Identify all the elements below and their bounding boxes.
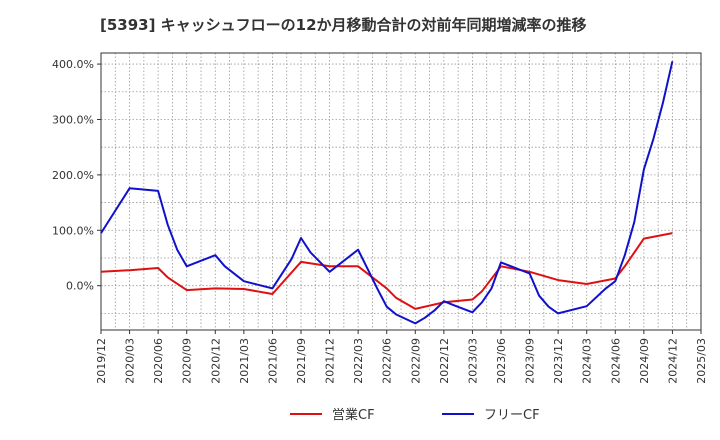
x-tick-label: 2024/06 (609, 338, 622, 384)
x-tick-label: 2020/03 (124, 338, 137, 384)
x-tick-label: 2024/12 (666, 338, 679, 384)
grid (101, 53, 701, 330)
x-tick-label: 2021/12 (324, 338, 337, 384)
y-tick-label: 0.0% (66, 280, 94, 293)
x-tick-label: 2022/06 (381, 338, 394, 384)
x-tick-label: 2023/09 (524, 338, 537, 384)
x-tick-label: 2024/09 (638, 338, 651, 384)
x-tick-label: 2023/06 (495, 338, 508, 384)
y-tick-label: 400.0% (52, 58, 94, 71)
free-cf-line (100, 61, 674, 325)
x-tick-label: 2022/09 (409, 338, 422, 384)
legend: 営業CF フリーCF (290, 407, 540, 423)
series-layer (100, 61, 674, 325)
x-tick-label: 2021/03 (238, 338, 251, 384)
legend-label: フリーCF (484, 408, 540, 423)
chart-title: [5393] キャッシュフローの12か月移動合計の対前年同期増減率の推移 (100, 16, 587, 34)
x-tick-label: 2023/12 (552, 338, 565, 384)
x-tick-label: 2020/12 (209, 338, 222, 384)
plot-frame (100, 52, 702, 331)
x-tick-label: 2019/12 (95, 338, 108, 384)
legend-label: 営業CF (332, 407, 375, 423)
x-tick-label: 2023/03 (466, 338, 479, 384)
x-tick-label: 2024/03 (581, 338, 594, 384)
x-tick-label: 2021/09 (295, 338, 308, 384)
y-tick-label: 100.0% (52, 224, 94, 237)
x-tick-label: 2022/12 (438, 338, 451, 384)
x-tick-label: 2021/06 (266, 338, 279, 384)
y-tick-label: 200.0% (52, 169, 94, 182)
y-axis-ticks: 0.0% 100.0% 200.0% 300.0% 400.0% (52, 58, 101, 293)
x-tick-label: 2022/03 (352, 338, 365, 384)
x-tick-label: 2020/09 (181, 338, 194, 384)
operating-cf-line (100, 232, 673, 310)
y-tick-label: 300.0% (52, 113, 94, 126)
x-tick-label: 2025/03 (695, 338, 708, 384)
x-tick-label: 2020/06 (152, 338, 165, 384)
x-axis-ticks: 2019/12 2020/03 2020/06 2020/09 2020/12 2021/… (95, 330, 708, 384)
